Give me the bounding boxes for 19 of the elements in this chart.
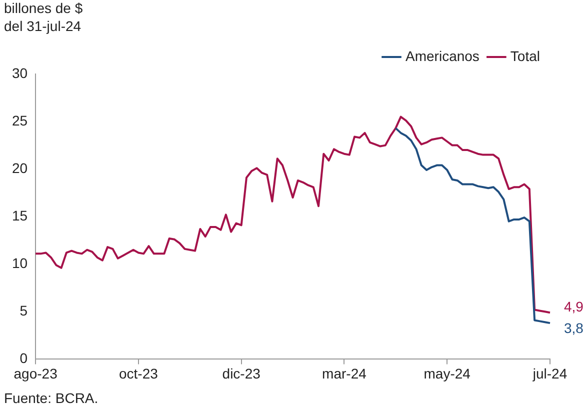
source-note: Fuente: BCRA. [4,390,98,406]
x-tick-label: oct-23 [118,365,158,382]
y-axis-title: billones de $ del 31-jul-24 [4,0,83,34]
y-tick-label: 5 [20,302,28,319]
x-tick-label: may-24 [424,365,471,382]
y-tick-label: 20 [12,160,28,176]
x-tick-label: dic-23 [222,365,261,382]
x-tick-label: mar-24 [322,365,367,382]
data-label: 3,8 [564,320,584,336]
y-tick-label: 10 [12,254,28,271]
data-label: 4,9 [564,298,584,314]
legend-label: Total [510,48,540,64]
legend-label: Americanos [406,48,480,64]
y-tick-label: 25 [12,112,28,128]
y-tick-label: 30 [12,64,28,81]
x-tick-label: jul-24 [532,365,568,382]
y-tick-label: 15 [12,207,28,224]
y-tick-label: 0 [20,350,28,366]
x-tick-label: ago-23 [14,365,58,382]
